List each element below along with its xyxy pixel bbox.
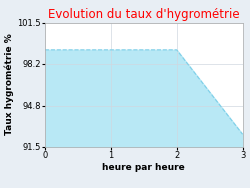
Y-axis label: Taux hygrométrie %: Taux hygrométrie %	[5, 34, 15, 136]
Title: Evolution du taux d'hygrométrie: Evolution du taux d'hygrométrie	[48, 8, 240, 21]
X-axis label: heure par heure: heure par heure	[102, 163, 185, 172]
